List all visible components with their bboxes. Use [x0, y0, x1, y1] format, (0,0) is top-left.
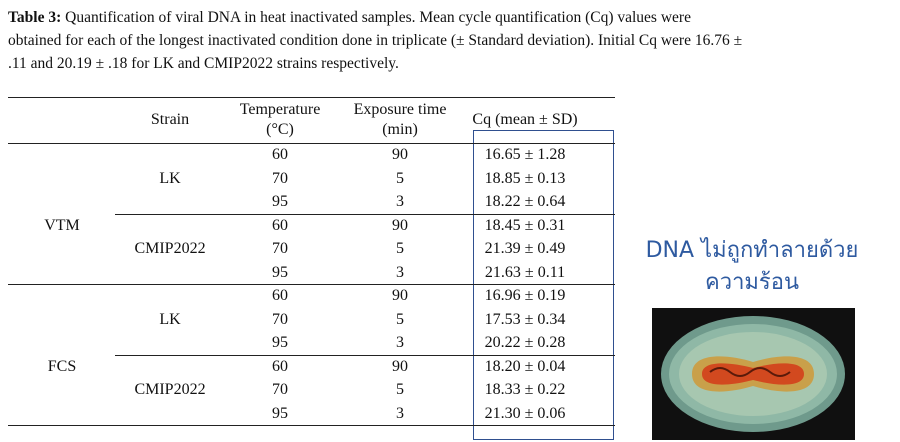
cq-value: 18.85 ± 0.13	[484, 169, 566, 187]
cell: 3	[396, 334, 404, 351]
table-rule	[8, 143, 615, 144]
cell: 90	[392, 357, 408, 375]
table-rule	[115, 213, 615, 215]
cell: 90	[392, 216, 408, 234]
cq-value: 21.63 ± 0.11	[484, 263, 566, 281]
table-rule	[8, 97, 615, 98]
cell: 60	[272, 287, 288, 304]
note-line: ความร้อน	[705, 270, 799, 295]
cell: 5	[396, 169, 404, 187]
cell: 95	[272, 404, 288, 422]
strain-label: LK	[159, 310, 181, 328]
cq-value: 16.65 ± 1.28	[484, 146, 566, 163]
cell: 90	[392, 146, 408, 163]
cq-value: 17.53 ± 0.34	[484, 310, 566, 328]
cell: 70	[272, 381, 288, 398]
cell: 90	[392, 287, 408, 304]
table-rule	[8, 425, 615, 426]
cell: 5	[396, 240, 404, 257]
cq-value: 18.20 ± 0.04	[484, 357, 566, 375]
cell: 70	[272, 310, 288, 328]
strain-label: LK	[159, 169, 181, 187]
column-header: Cq (mean ± SD)	[472, 111, 578, 128]
caption-label: Table 3:	[8, 9, 62, 26]
cq-value: 16.96 ± 0.19	[484, 287, 566, 304]
table-rule	[115, 354, 615, 356]
cell: 5	[396, 381, 404, 398]
caption-text: Quantification of viral DNA in heat inac…	[8, 9, 743, 72]
cell: 70	[272, 169, 288, 187]
cell: 3	[396, 404, 404, 422]
cell: 95	[272, 334, 288, 351]
caption: Table 3: Quantification of viral DNA in …	[8, 6, 748, 75]
cell: 3	[396, 193, 404, 210]
cq-value: 18.45 ± 0.31	[484, 216, 566, 234]
highlight-box	[473, 130, 614, 440]
column-header: Exposure time (min)	[353, 101, 447, 138]
cq-value: 18.33 ± 0.22	[484, 381, 566, 398]
cq-value: 18.22 ± 0.64	[484, 193, 566, 210]
cell: 95	[272, 193, 288, 210]
note-line: DNA ไม่ถูกทำลายด้วย	[645, 238, 859, 263]
medium-label: FCS	[47, 357, 77, 375]
cq-value: 21.30 ± 0.06	[484, 404, 566, 422]
cell: 5	[396, 310, 404, 328]
medium-label: VTM	[44, 216, 80, 234]
cell: 70	[272, 240, 288, 257]
cq-value: 21.39 ± 0.49	[484, 240, 566, 257]
cell: 60	[272, 216, 288, 234]
cell: 3	[396, 263, 404, 281]
strain-label: CMIP2022	[134, 381, 206, 398]
strain-label: CMIP2022	[134, 240, 206, 257]
table-rule	[8, 284, 615, 285]
cell: 60	[272, 146, 288, 163]
cell: 60	[272, 357, 288, 375]
cq-value: 20.22 ± 0.28	[484, 334, 566, 351]
column-header: Strain	[150, 111, 190, 128]
cell: 95	[272, 263, 288, 281]
column-header: Temperature (°C)	[239, 101, 321, 138]
virus-image	[652, 308, 855, 440]
